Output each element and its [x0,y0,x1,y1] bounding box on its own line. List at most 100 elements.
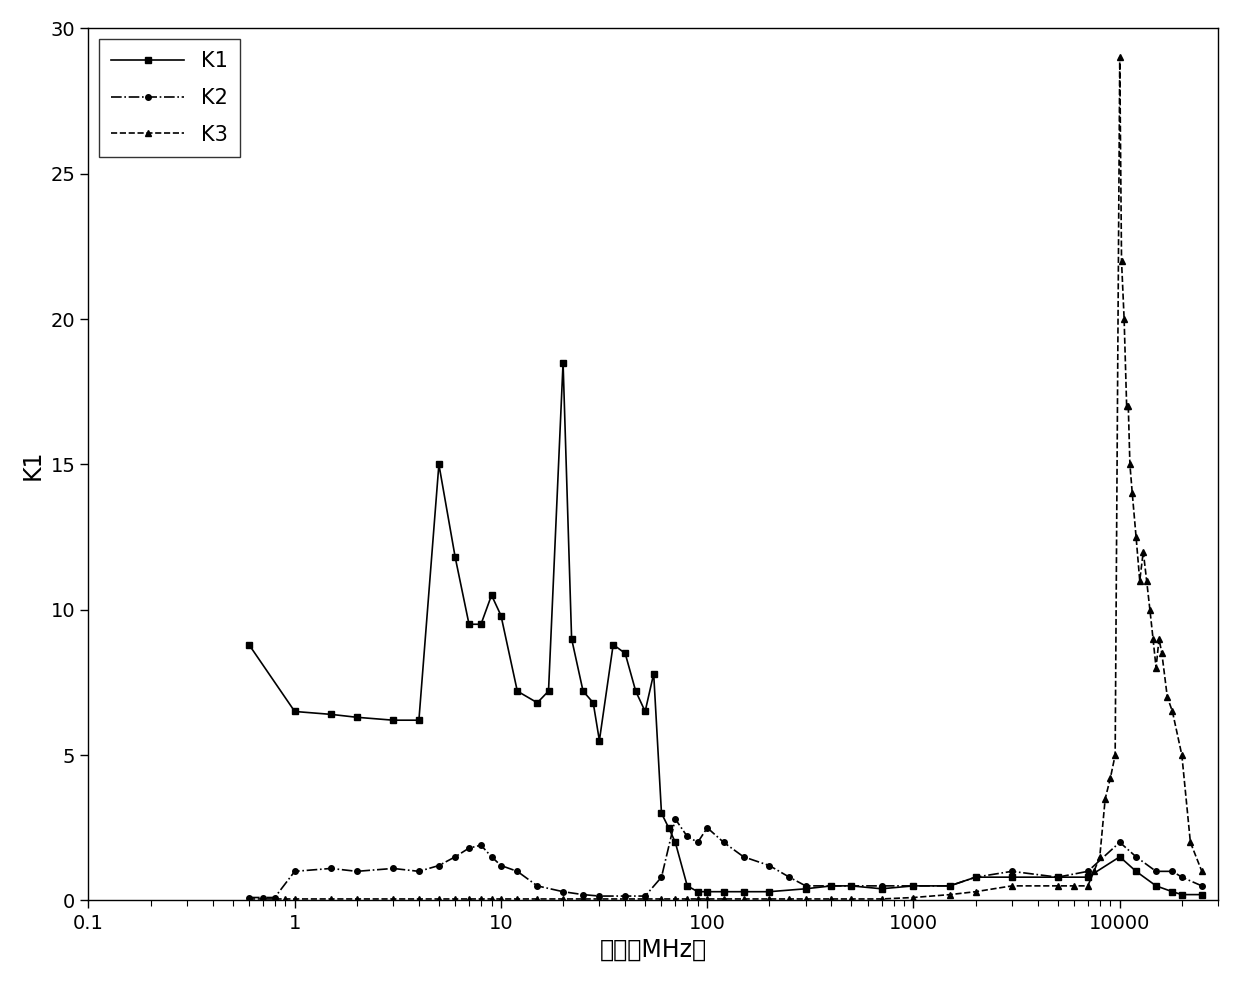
K2 [431,860,446,872]
K1 [873,883,888,895]
Line: K2: K2 [247,816,1204,900]
K1 [564,633,579,645]
K1 [462,618,477,630]
K2 [1051,871,1066,883]
K3 [1113,51,1127,63]
K2 [447,851,462,863]
K2 [510,865,525,877]
K1 [606,639,621,651]
K1 [555,357,570,369]
K2 [782,871,797,883]
K1 [1113,851,1127,863]
K2 [1175,871,1189,883]
K1 [287,706,302,718]
K1 [638,706,653,718]
K2 [668,813,683,825]
K2 [762,860,777,872]
K1 [242,639,256,651]
K1 [411,715,426,726]
K1 [484,589,499,601]
K1 [1129,865,1144,877]
K1 [1051,871,1066,883]
Y-axis label: K1: K1 [21,449,45,480]
K1 [844,880,859,892]
K2 [618,891,633,902]
X-axis label: 频率（MHz）: 频率（MHz） [600,938,707,962]
K1 [654,807,669,819]
K2 [484,851,499,863]
K3 [510,894,525,905]
K1 [1005,871,1020,883]
K2 [690,837,705,848]
Line: K1: K1 [247,360,1204,897]
K1 [592,734,607,746]
K2 [268,892,282,903]
K2 [473,839,488,851]
K2 [462,842,477,854]
K1 [1149,880,1163,892]
K2 [576,889,591,900]
K2 [349,865,364,877]
K2 [736,851,751,863]
K2 [323,862,338,874]
K3 [242,894,256,905]
K2 [873,880,888,892]
K2 [1165,865,1180,877]
K1 [323,709,338,721]
K1 [576,685,591,697]
K1 [662,822,676,834]
K2 [493,860,508,872]
K2 [1129,851,1144,863]
K2 [1113,837,1127,848]
K1 [762,886,777,897]
K1 [385,715,400,726]
K3 [530,894,545,905]
K2 [798,880,813,892]
K2 [716,837,731,848]
K2 [654,871,669,883]
K3 [736,894,751,905]
K1 [447,551,462,563]
K1 [628,685,643,697]
K1 [530,697,545,709]
K2 [1194,880,1209,892]
K2 [385,862,400,874]
K2 [906,880,921,892]
K1 [473,618,488,630]
K1 [906,880,921,892]
K1 [1165,886,1180,897]
K2 [287,865,302,877]
K1 [1175,889,1189,900]
K2 [242,892,256,903]
K1 [736,886,751,897]
K1 [680,880,695,892]
K1 [716,886,731,897]
K2 [700,822,715,834]
Legend: K1, K2, K3: K1, K2, K3 [99,38,240,157]
K1 [431,458,446,470]
K2 [255,892,270,903]
K2 [638,891,653,902]
K1 [541,685,556,697]
K3 [1051,880,1066,892]
K2 [844,880,859,892]
K1 [493,609,508,621]
K2 [968,871,983,883]
K1 [943,880,958,892]
K1 [618,648,633,660]
K2 [555,886,570,897]
K1 [349,712,364,723]
K2 [411,865,426,877]
K3 [1194,865,1209,877]
K3 [1151,633,1166,645]
K1 [1194,889,1209,900]
K1 [647,667,662,679]
K1 [798,883,813,895]
K3 [1005,880,1020,892]
K2 [1149,865,1163,877]
K1 [690,886,705,897]
K2 [592,891,607,902]
K1 [1080,871,1095,883]
K2 [943,880,958,892]
K1 [824,880,839,892]
